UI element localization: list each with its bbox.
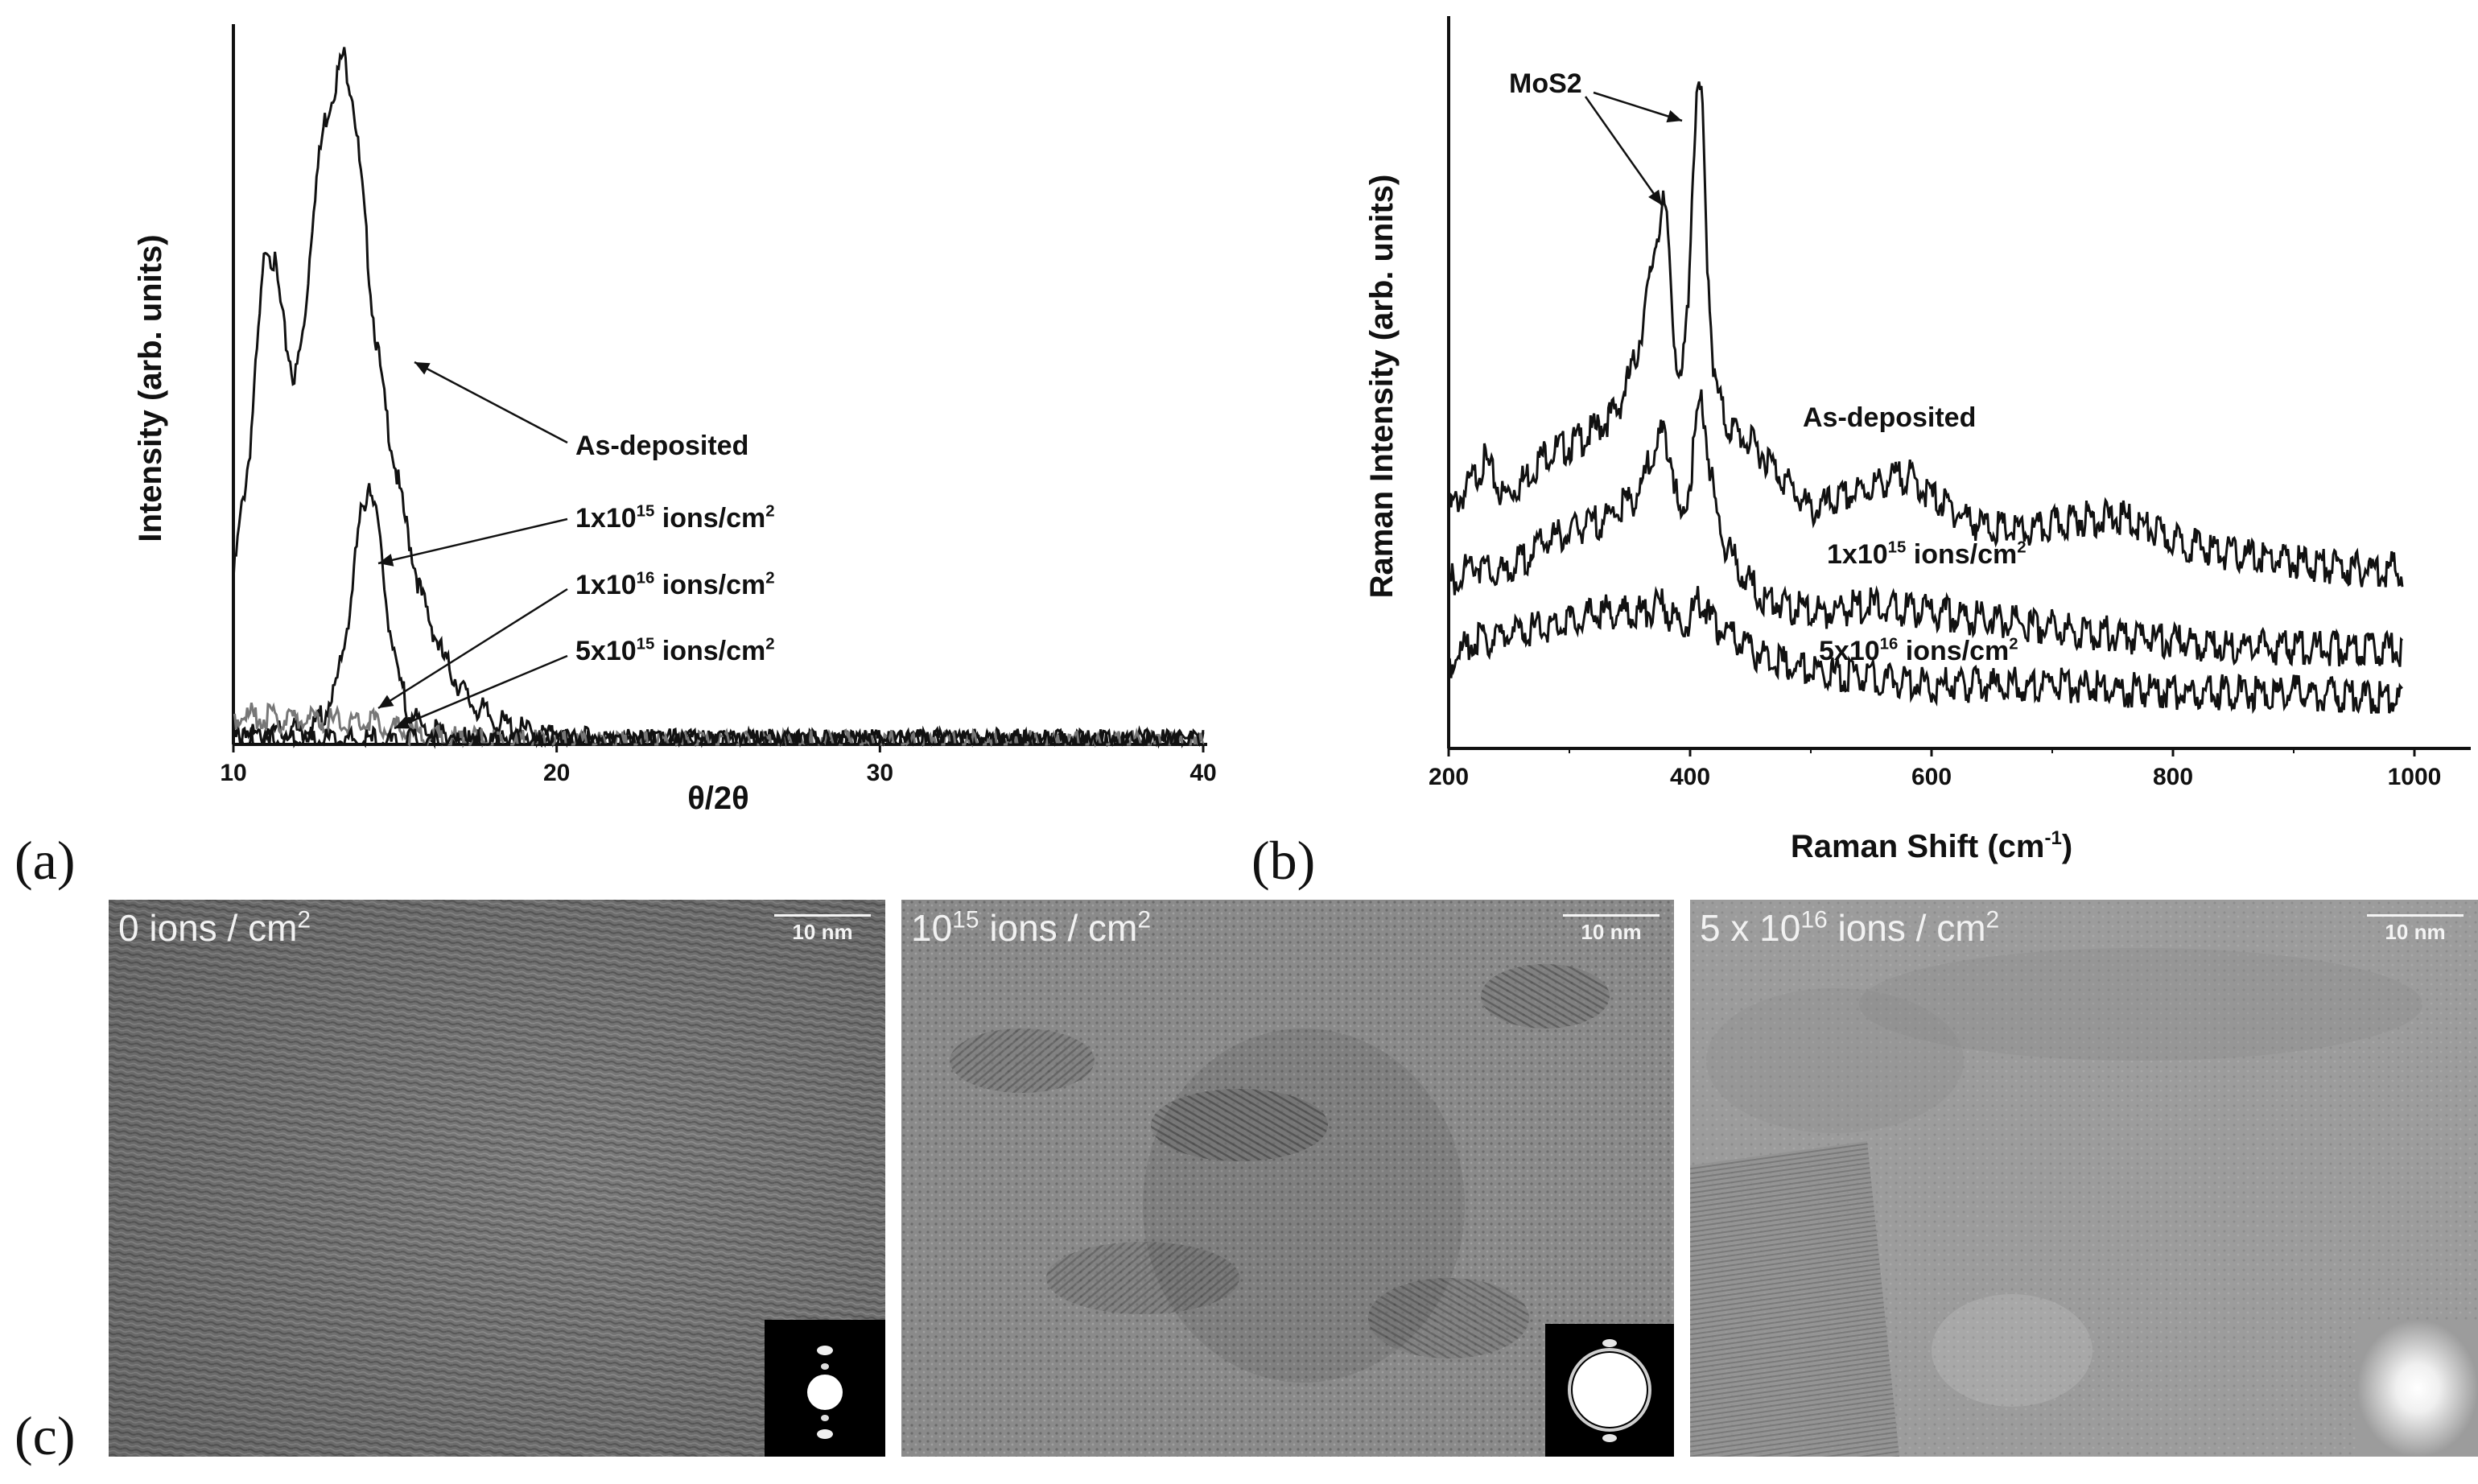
panel-label-a: (a) <box>14 830 76 891</box>
x-tick-label: 1000 <box>2388 764 2442 790</box>
raman-chart: 200 400 600 800 1000 Raman Shift (cm-1​) Raman… <box>1364 16 2471 864</box>
tem-image-2: 5 x 1016 ions / cm2 10 nm <box>1690 900 2478 1457</box>
annotation-label-2: 1x1015​ ions/cm2​ <box>1827 538 2027 570</box>
tem-label-1: 1015 ions / cm2 <box>911 906 1152 949</box>
arrow-head <box>414 362 431 375</box>
series-line-2 <box>1447 585 2403 715</box>
xrd-axes: 10 20 30 40 θ/2θ Intensity (arb. units) <box>133 24 1217 816</box>
x-tick-label: 600 <box>1911 764 1952 790</box>
annotation-label-3: 5x1015​ ions/cm2​ <box>575 635 775 666</box>
arrow-head <box>378 554 394 567</box>
raman-annotations: MoS2 As-deposited 1x1015​ ions/cm2​ 5x1016​… <box>1509 68 2027 666</box>
xrd-series <box>232 47 1205 749</box>
x-axis-label: Raman Shift (cm-1​) <box>1791 827 2072 864</box>
scale-bar-1: 10 nm <box>1563 914 1660 945</box>
tem-label-2: 5 x 1016 ions / cm2 <box>1700 906 2000 949</box>
x-axis-label: θ/2θ <box>687 781 749 816</box>
annotation-label-1: 1x1015​ ions/cm2​ <box>575 502 775 534</box>
arrow-head <box>394 716 410 729</box>
annotation-label-0: MoS2 <box>1509 68 1582 99</box>
raman-series <box>1447 81 2404 715</box>
raman-axes: 200 400 600 800 1000 Raman Shift (cm-1​) Raman… <box>1364 16 2471 864</box>
annotation-arrow <box>1584 96 1664 206</box>
arrow-head <box>378 695 394 708</box>
xrd-chart: 10 20 30 40 θ/2θ Intensity (arb. units) As-de… <box>133 24 1217 816</box>
series-line-3 <box>232 724 1203 748</box>
arrow-head <box>1648 189 1662 205</box>
x-tick-label: 20 <box>543 760 570 786</box>
annotation-label-0: As-deposited <box>575 431 748 461</box>
tem-texture-1 <box>901 900 1674 1457</box>
annotation-arrow <box>377 587 568 710</box>
y-axis-label: Raman Intensity (arb. units) <box>1364 175 1400 599</box>
annotation-arrow <box>394 654 568 730</box>
arrow-head <box>1666 109 1682 123</box>
x-tick-label: 10 <box>220 760 246 786</box>
x-tick-label: 40 <box>1190 760 1216 786</box>
annotation-label-3: 5x1016​ ions/cm2​ <box>1819 635 2018 666</box>
panel-label-b: (b) <box>1251 830 1316 891</box>
tem-image-0: 0 ions / cm2 10 nm <box>109 900 885 1457</box>
series-line-1 <box>1448 389 2404 667</box>
diffraction-inset-1 <box>1545 1324 1674 1457</box>
annotation-arrow <box>377 517 568 565</box>
diffraction-inset-0 <box>765 1320 885 1457</box>
annotation-label-1: As-deposited <box>1803 402 1976 433</box>
x-tick-label: 400 <box>1670 764 1710 790</box>
scale-bar-0: 10 nm <box>774 914 871 945</box>
panel-label-c: (c) <box>14 1405 76 1466</box>
tem-texture-0 <box>109 900 885 1457</box>
annotation-arrow <box>414 361 568 444</box>
annotation-arrow <box>1593 91 1683 122</box>
tem-label-0: 0 ions / cm2 <box>118 906 311 949</box>
x-tick-label: 30 <box>867 760 893 786</box>
xrd-annotations: As-deposited 1x1015​ ions/cm2​ 1x1016​ ion… <box>377 361 775 730</box>
tem-image-1: 1015 ions / cm2 10 nm <box>901 900 1674 1457</box>
x-tick-label: 200 <box>1429 764 1469 790</box>
tem-texture-2 <box>1690 900 2478 1457</box>
x-tick-label: 800 <box>2153 764 2193 790</box>
series-line-0 <box>1447 81 2404 587</box>
y-axis-label: Intensity (arb. units) <box>133 234 168 542</box>
annotation-label-2: 1x1016​ ions/cm2​ <box>575 569 775 600</box>
scale-bar-2: 10 nm <box>2367 914 2464 945</box>
diffraction-inset-2 <box>2357 1320 2478 1457</box>
